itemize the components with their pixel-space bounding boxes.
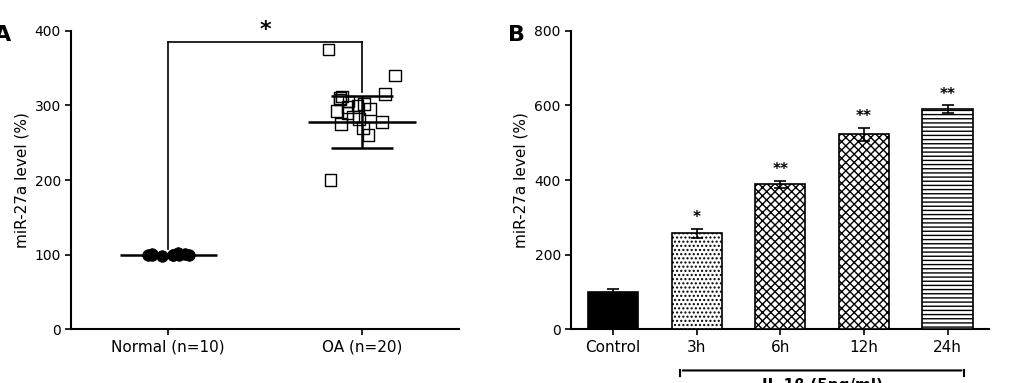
Point <box>339 110 356 116</box>
Text: *: * <box>692 210 700 225</box>
Point <box>374 119 390 125</box>
Text: *: * <box>259 20 271 39</box>
Point <box>386 72 403 79</box>
Y-axis label: miR-27a level (%): miR-27a level (%) <box>514 112 528 248</box>
Point <box>355 124 371 131</box>
Point <box>165 252 181 258</box>
Bar <box>587 292 638 329</box>
Point <box>322 177 338 183</box>
Point <box>320 46 336 52</box>
Point <box>377 91 393 97</box>
Point <box>351 116 367 122</box>
Point <box>144 252 160 258</box>
Bar <box>754 185 805 329</box>
Point <box>177 251 194 257</box>
Bar <box>838 134 889 329</box>
Point <box>356 101 372 107</box>
Bar <box>671 233 721 329</box>
Point <box>164 252 180 258</box>
Text: **: ** <box>938 87 955 101</box>
Point <box>171 252 187 258</box>
Point <box>340 98 357 105</box>
Text: IL-1β (5ng/ml): IL-1β (5ng/ml) <box>761 378 881 383</box>
Point <box>140 252 156 259</box>
Point <box>332 121 348 127</box>
Bar <box>921 109 972 329</box>
Point <box>362 106 378 112</box>
Point <box>331 96 347 102</box>
Point <box>144 251 160 257</box>
Text: B: B <box>508 25 525 45</box>
Point <box>169 250 185 256</box>
Text: A: A <box>0 25 11 45</box>
Point <box>348 102 365 108</box>
Point <box>181 252 198 259</box>
Y-axis label: miR-27a level (%): miR-27a level (%) <box>14 112 29 248</box>
Point <box>333 93 350 100</box>
Point <box>339 104 356 110</box>
Text: **: ** <box>771 162 788 177</box>
Point <box>360 132 376 138</box>
Point <box>344 113 361 119</box>
Point <box>328 108 344 115</box>
Text: **: ** <box>855 109 871 124</box>
Point <box>331 95 347 101</box>
Point <box>154 253 170 259</box>
